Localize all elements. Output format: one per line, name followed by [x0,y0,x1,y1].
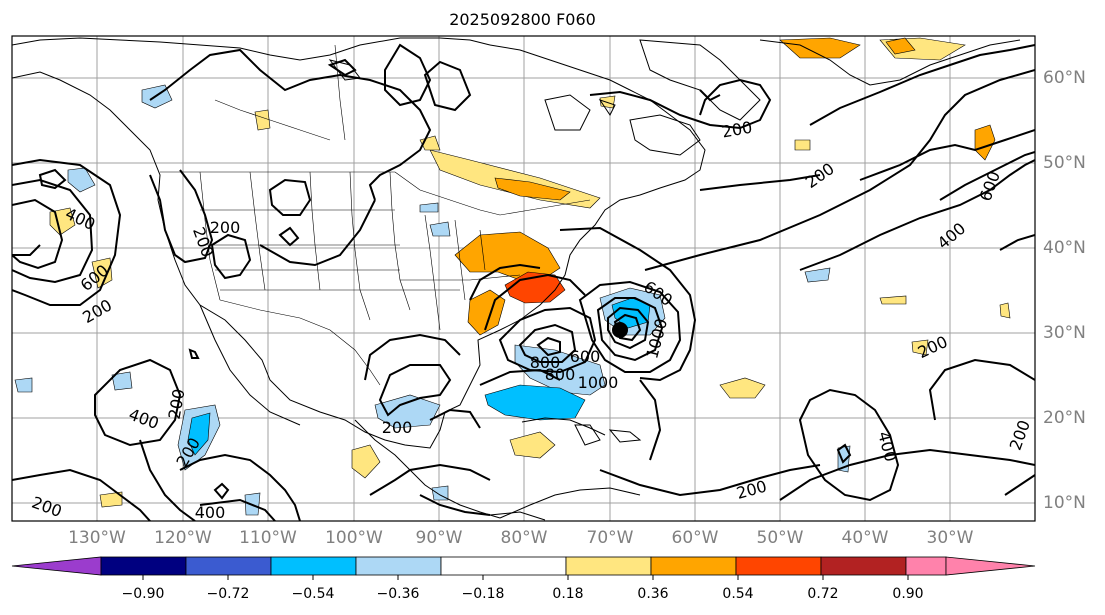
colorbar-bin [100,556,187,576]
colorbar-tick-label: 0.18 [552,586,584,602]
colorbar-tick-label: −0.72 [206,586,250,602]
lon-label: 100°W [325,528,383,548]
lon-label: 120°W [154,528,212,548]
colorbar-bin [270,556,357,576]
lon-label: 90°W [415,528,463,548]
contour-label: 200 [1006,418,1034,453]
contour-label: 600 [570,347,601,366]
contour-label: 200 [802,159,838,192]
contour-label: 600 [976,169,1004,204]
colorbar-tick-label: −0.90 [121,586,165,602]
colorbar-tick-label: 0.72 [807,586,839,602]
contour-label: 400 [126,405,161,433]
colorbar-bin [905,556,947,576]
colorbar-tick-label: 0.90 [892,586,924,602]
contour-label: 800 [530,353,561,372]
contour-label: 800 [545,365,576,384]
colorbar-bin [185,556,272,576]
colorbar [11,556,1036,580]
colorbar-extend-low [11,556,102,576]
contour-label: 200 [720,118,753,142]
contour-label: 200 [29,493,64,521]
contour-label-layer: 200 200 200 200 200 200 200 200 200 200 … [29,118,1034,522]
lat-label: 10°N [1043,493,1086,513]
colorbar-tick-label: 0.36 [637,586,669,602]
contour-label: 200 [915,332,951,362]
contour-label: 200 [210,218,241,237]
lon-label: 110°W [239,528,297,548]
colorbar-bin [820,556,907,576]
colorbar-bin [565,556,652,576]
colorbar-tick-label: 0.54 [722,586,754,602]
contour-label: 200 [382,418,413,437]
contour-label: 400 [195,503,226,522]
anomaly-fill [14,37,1011,516]
political-borders [160,44,591,386]
contour-label: 1000 [578,373,619,392]
colorbar-tick-label: −0.18 [461,586,505,602]
colorbar-tick-label: −0.36 [376,586,420,602]
contour-label: 200 [734,477,768,503]
lon-label: 60°W [671,528,719,548]
lat-label: 60°N [1043,68,1086,88]
lon-label: 50°W [756,528,804,548]
low-center-marker [612,322,628,338]
lat-label: 40°N [1043,238,1086,258]
lat-label: 20°N [1043,408,1086,428]
lon-label: 80°W [500,528,548,548]
colorbar-bin [440,556,567,576]
colorbar-extend-high [945,556,1036,576]
colorbar-bin [650,556,737,576]
lon-label: 70°W [586,528,634,548]
lon-label: 130°W [68,528,126,548]
colorbar-ticks [142,575,909,580]
height-contours [12,43,1035,521]
lon-label: 30°W [926,528,974,548]
lat-label: 30°N [1043,323,1086,343]
colorbar-tick-label: −0.54 [291,586,335,602]
lat-label: 50°N [1043,153,1086,173]
colorbar-bin [355,556,442,576]
lon-label: 40°W [841,528,889,548]
map-frame [11,35,1036,522]
map-title: 2025092800 F060 [449,10,596,29]
colorbar-bin [735,556,822,576]
graticule [12,36,1035,521]
